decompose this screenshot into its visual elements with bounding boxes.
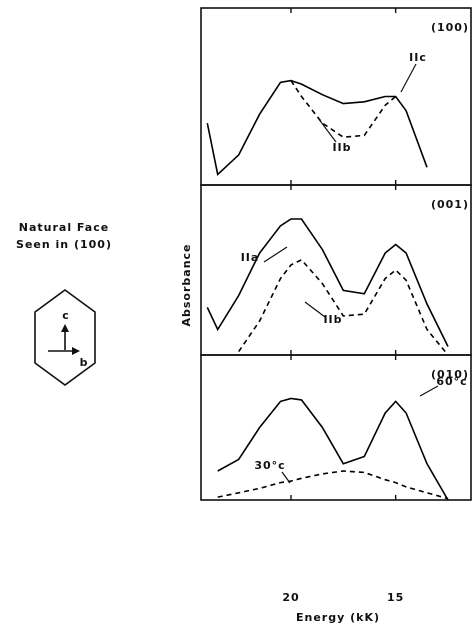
panel-title: (001) (431, 198, 469, 211)
panel-title: (100) (431, 21, 469, 34)
label-leader (304, 301, 326, 318)
crystal-axis-label: c (62, 309, 70, 322)
panel-frame (200, 7, 472, 186)
label-leader (281, 471, 291, 484)
spectrum-line (217, 397, 449, 501)
arrow-head (61, 324, 69, 332)
series-label: IIb (332, 141, 351, 154)
spectrum-line (206, 218, 449, 347)
x-tick-label: 15 (387, 591, 404, 604)
crystal-face (34, 289, 96, 386)
spectrum-line (290, 80, 397, 139)
crystal-axis-label: b (80, 356, 89, 369)
spectrum-line (238, 258, 449, 356)
series-label: IIb (323, 313, 342, 326)
label-leader (419, 385, 439, 397)
x-tick-label: 20 (282, 591, 299, 604)
series-label: 30°c (254, 459, 285, 472)
y-axis-label: Absorbance (180, 243, 193, 326)
series-label: IIa (241, 251, 260, 264)
series-label: 60°c (436, 375, 467, 388)
caption-line: Natural Face (19, 221, 109, 234)
arrow-head (72, 347, 80, 355)
caption-line: Seen in (100) (16, 238, 112, 251)
panel-frame (200, 354, 472, 501)
panel-title: (010) (431, 368, 469, 381)
spectrum-line (217, 470, 449, 500)
series-label: IIc (409, 51, 427, 64)
label-leader (400, 63, 417, 93)
label-leader (263, 246, 288, 263)
label-leader (317, 117, 337, 143)
spectrum-line (206, 79, 428, 176)
x-axis-label: Energy (kK) (296, 611, 380, 624)
